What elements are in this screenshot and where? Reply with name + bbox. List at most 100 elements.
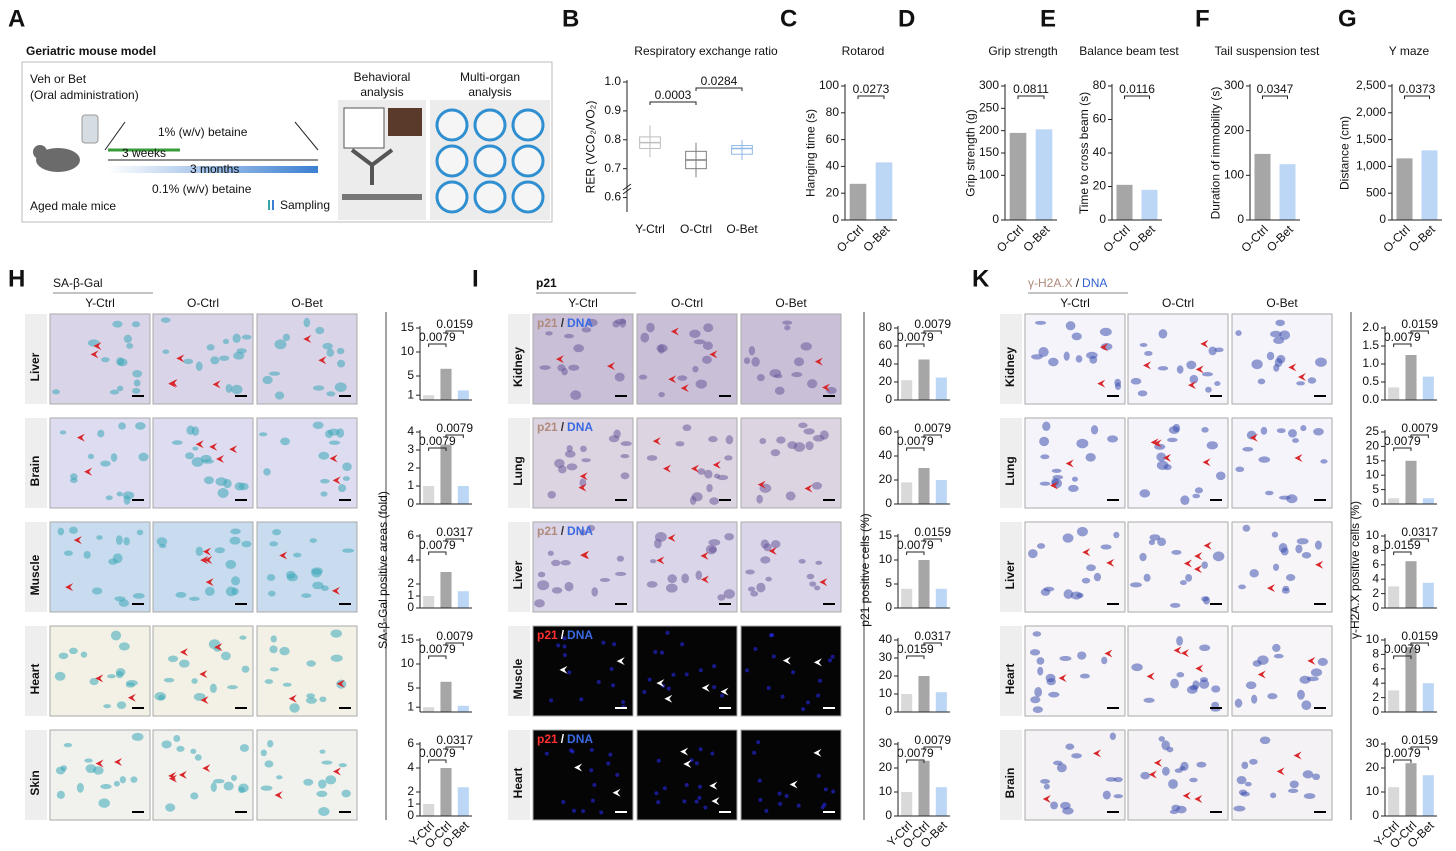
cell <box>1301 700 1312 711</box>
bar <box>1405 763 1417 816</box>
y-axis-label: SA-β-Gal positive areas (fold) <box>376 491 390 649</box>
y-tick-label: 10 <box>879 686 893 700</box>
chart-title: Balance beam test <box>1079 44 1179 58</box>
cell <box>752 750 757 755</box>
cell <box>318 451 330 460</box>
cell <box>1062 533 1074 543</box>
title-part: γ-H2A.X <box>1028 276 1073 290</box>
cell <box>570 390 582 401</box>
cell <box>682 799 687 804</box>
cell <box>1249 758 1258 765</box>
cell <box>580 445 587 453</box>
y-tick-label: 0 <box>1379 212 1386 226</box>
significance-bracket <box>1017 95 1045 99</box>
cell <box>658 391 665 398</box>
arrowhead <box>656 679 665 688</box>
row-label: Brain <box>28 456 42 487</box>
arrowhead <box>1097 379 1106 388</box>
cell <box>581 458 591 463</box>
row-label: Muscle <box>511 658 525 699</box>
y-tick-label: 0 <box>1099 212 1106 226</box>
ymaze-icon <box>350 148 394 185</box>
arrowhead <box>1200 339 1209 348</box>
cell <box>647 677 652 682</box>
y-tick-label: 60 <box>1093 112 1107 126</box>
significance-bracket <box>923 434 942 438</box>
cell <box>279 646 290 656</box>
cell <box>189 596 200 601</box>
cell <box>337 359 346 368</box>
arrowhead <box>578 483 587 492</box>
significance-bracket <box>906 447 925 451</box>
significance-bracket <box>649 101 697 105</box>
cell <box>1086 351 1098 359</box>
p-value: 0.0079 <box>897 746 934 760</box>
y-tick-label: 1,000 <box>1356 159 1386 173</box>
cell <box>1312 773 1321 781</box>
cell <box>269 667 279 672</box>
cell <box>751 357 760 367</box>
cell <box>123 334 132 344</box>
cell <box>100 460 111 467</box>
cell <box>274 391 285 400</box>
cell <box>709 497 719 505</box>
cell <box>1208 346 1217 356</box>
y-tick-label: 0 <box>885 808 892 822</box>
arrowhead <box>1100 343 1109 352</box>
cell <box>1192 680 1200 690</box>
cell <box>176 745 185 752</box>
y-tick-label: 2 <box>407 784 414 798</box>
p-value: 0.0079 <box>1384 642 1421 656</box>
arrowhead <box>229 445 238 454</box>
cell <box>126 343 134 349</box>
cell <box>210 356 220 365</box>
cell <box>1251 694 1258 704</box>
p-value: 0.0159 <box>897 642 934 656</box>
sampling-label: Sampling <box>280 198 330 212</box>
cell <box>233 351 245 360</box>
y-tick-label: 30 <box>1366 736 1380 750</box>
cell <box>1090 425 1099 435</box>
cell <box>1194 487 1204 494</box>
cell <box>318 807 330 816</box>
cell <box>558 465 567 474</box>
cell <box>1176 672 1185 678</box>
cell <box>282 682 292 687</box>
cell <box>1212 551 1225 562</box>
cell <box>698 747 703 752</box>
row-tab <box>508 418 530 508</box>
arrowhead <box>332 767 341 776</box>
cell <box>684 783 689 788</box>
cell <box>225 559 237 569</box>
cell <box>1113 776 1123 783</box>
bar <box>1388 387 1400 400</box>
cell <box>306 693 315 699</box>
row-tab <box>1000 522 1022 612</box>
cell <box>1040 779 1050 784</box>
micrograph <box>1127 521 1229 613</box>
dose-low: 0.1% (w/v) betaine <box>152 182 252 196</box>
y-tick-label: 4 <box>407 424 414 438</box>
bar <box>1388 498 1400 504</box>
cell <box>123 495 131 505</box>
cell <box>171 440 183 445</box>
arrowhead <box>204 556 213 565</box>
cell <box>1071 332 1082 341</box>
cell <box>223 781 234 791</box>
cell <box>796 803 801 808</box>
cell <box>1169 602 1181 608</box>
cell <box>566 445 573 453</box>
significance-bracket <box>1410 434 1429 438</box>
row-tab <box>508 314 530 404</box>
cell <box>806 700 811 705</box>
cell <box>769 369 782 378</box>
cell <box>830 654 835 659</box>
p-value: 0.0003 <box>655 88 692 102</box>
cell <box>1075 355 1083 363</box>
cell <box>537 580 550 591</box>
y-tick-label: 2.0 <box>1362 320 1379 334</box>
p-value: 0.0159 <box>1384 538 1421 552</box>
arrowhead <box>720 687 729 696</box>
arrowhead <box>680 747 689 756</box>
cell <box>1077 651 1087 660</box>
